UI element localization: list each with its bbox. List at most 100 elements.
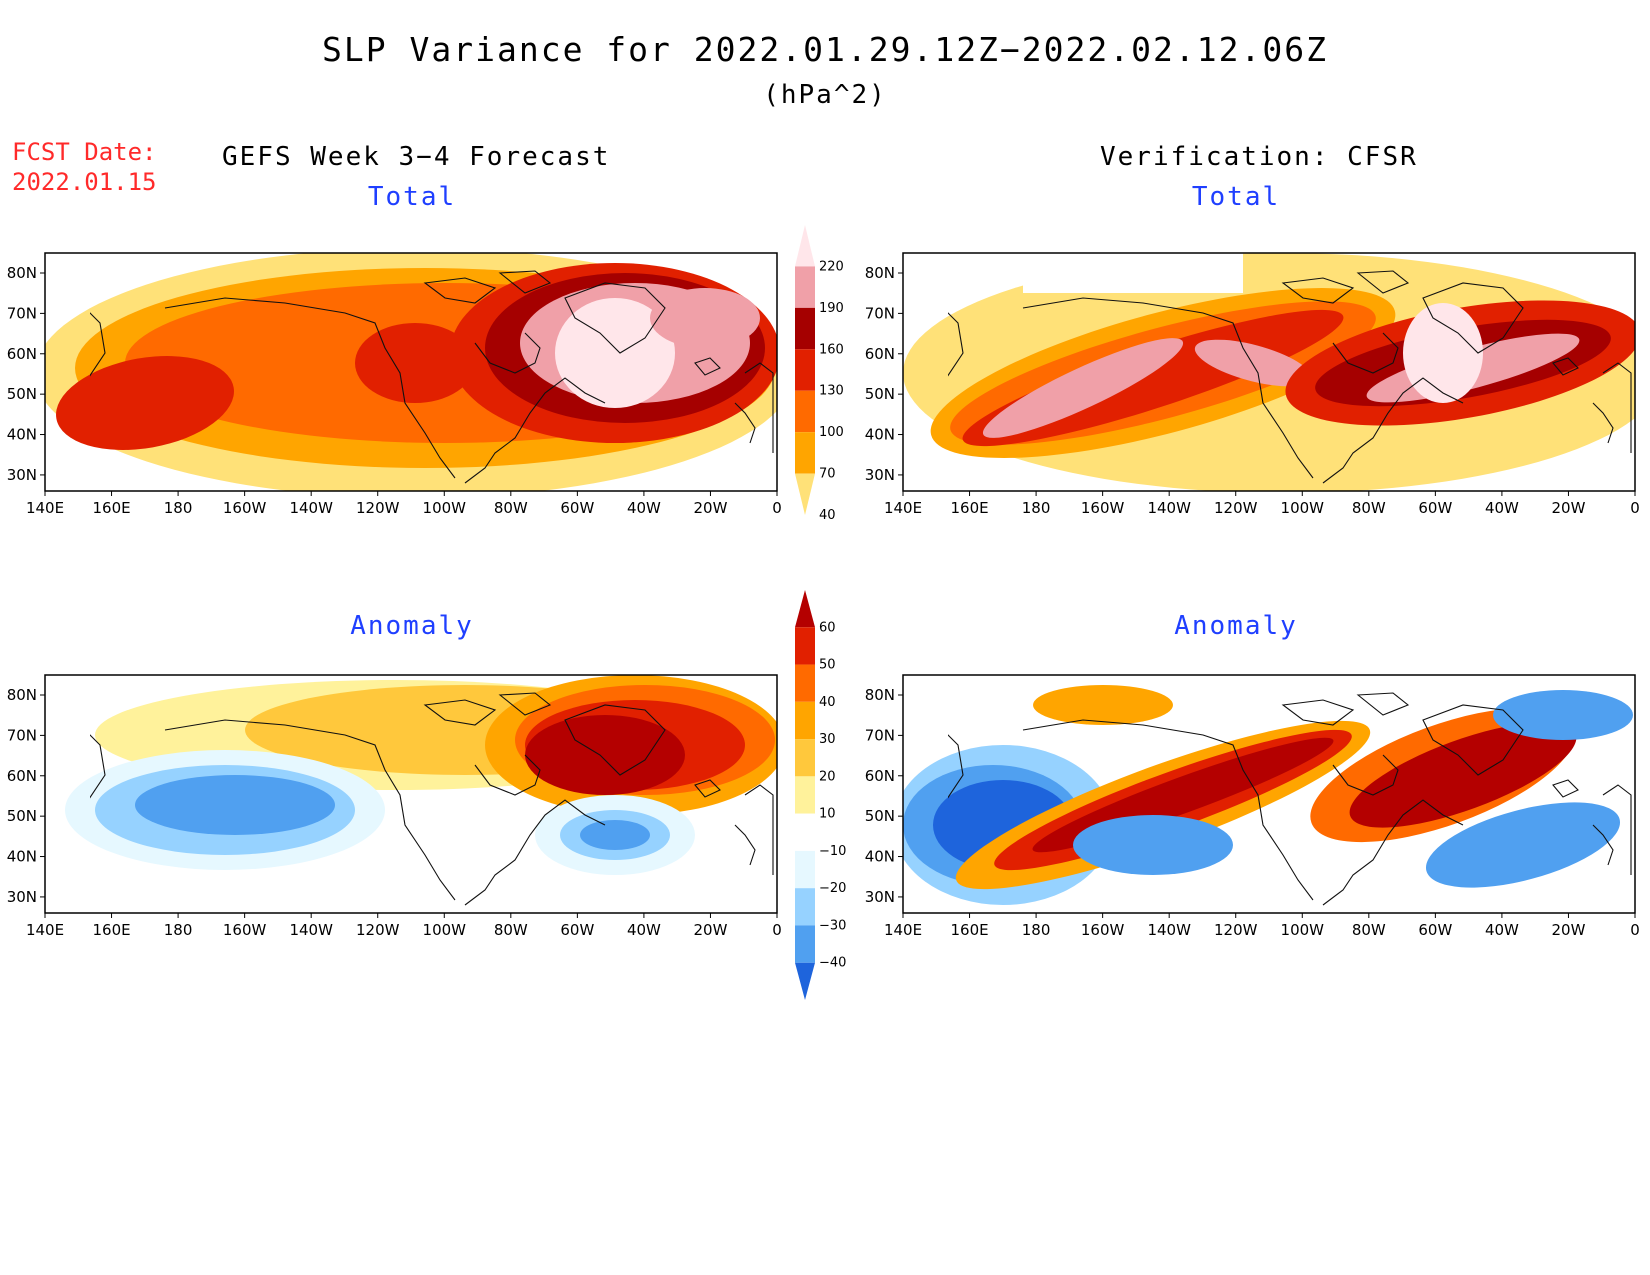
colorbar-label: −30	[819, 918, 846, 933]
map-axes: 140E 160E 180 160W 140W 120W 100W 80W 60W 40W 20W 0…	[865, 686, 1640, 939]
lon-label: 0	[1630, 499, 1640, 517]
left-column-title: GEFS Week 3−4 Forecast	[222, 142, 611, 172]
contour-fill	[355, 323, 475, 403]
contour-fill	[555, 298, 675, 408]
colorbar-label: 20	[819, 769, 836, 784]
lon-label: 140W	[1147, 921, 1191, 939]
coastlines	[90, 692, 774, 906]
colorbar-anomaly: 60 50 40 30 20 10 −10 −20 −30 −40	[795, 590, 846, 1000]
lon-label: 60W	[1418, 499, 1452, 517]
lon-label: 100W	[1281, 921, 1325, 939]
lon-label: 80W	[1352, 499, 1386, 517]
lon-label: 120W	[1214, 499, 1258, 517]
colorbar-total: 220 190 160 130 100 70 40	[795, 225, 844, 523]
lon-label: 120W	[1214, 921, 1258, 939]
lon-label: 160W	[1081, 499, 1125, 517]
lat-label: 50N	[865, 385, 895, 403]
lon-label: 60W	[1418, 921, 1452, 939]
contour-fill	[982, 338, 1184, 438]
contour-fill	[56, 356, 234, 450]
lon-label: 180	[164, 499, 193, 517]
coastline	[1602, 362, 1632, 453]
coastline	[498, 692, 552, 716]
coastline	[1602, 784, 1632, 875]
map-fills	[903, 675, 1635, 913]
lon-label: 140E	[26, 921, 64, 939]
contour-fill	[1493, 690, 1633, 740]
coastline	[734, 402, 756, 444]
map-fills	[903, 253, 1635, 491]
coastlines	[90, 270, 774, 484]
lon-label: 160E	[92, 921, 130, 939]
lon-label: 80W	[494, 921, 528, 939]
subtitle-cfsr-anomaly: Anomaly	[1174, 611, 1298, 641]
colorbar-swatch	[795, 225, 815, 267]
lon-label: 180	[164, 921, 193, 939]
contour-fill	[580, 820, 650, 850]
lat-label: 80N	[865, 686, 895, 704]
colorbar-swatch	[795, 925, 815, 963]
coastline	[164, 297, 456, 479]
map-gefs-total: 140E 160E 180 160W 140W 120W 100W 80W 60W 40W 20W 0…	[7, 252, 782, 517]
colorbar-label: 60	[819, 620, 836, 635]
colorbar-swatch	[795, 590, 815, 628]
lon-label: 140W	[289, 921, 333, 939]
coastline	[90, 312, 106, 377]
colorbar-label: 130	[819, 384, 844, 399]
colorbar-swatch	[795, 266, 815, 308]
coastline	[1332, 332, 1399, 374]
coastline	[1552, 357, 1579, 376]
coastline	[464, 799, 606, 906]
coastline	[474, 332, 541, 374]
coastline	[564, 282, 666, 354]
lon-label: 180	[1022, 499, 1051, 517]
colorbar-swatch	[795, 432, 815, 474]
fcst-date: FCST Date: 2022.01.15	[12, 137, 157, 197]
lon-label: 40W	[1485, 921, 1519, 939]
lat-label: 50N	[865, 807, 895, 825]
map-frame	[902, 674, 1636, 914]
colorbar-swatch	[795, 701, 815, 740]
colorbar-swatch	[795, 962, 815, 1000]
coastline	[564, 704, 666, 776]
lon-label: 0	[772, 499, 782, 517]
subtitle-cfsr-total: Total	[1191, 182, 1281, 212]
subtitle-gefs-total: Total	[367, 182, 457, 212]
colorbar-swatch	[795, 627, 815, 665]
lon-label: 20W	[693, 921, 727, 939]
lat-label: 80N	[865, 264, 895, 282]
coastline	[744, 784, 774, 875]
lon-label: 160W	[223, 921, 267, 939]
coastline	[474, 754, 541, 796]
lon-label: 180	[1022, 921, 1051, 939]
lon-label: 20W	[1551, 921, 1585, 939]
lon-label: 100W	[1281, 499, 1325, 517]
colorbar-label: 30	[819, 732, 836, 747]
coastline	[90, 734, 106, 799]
lat-label: 60N	[865, 767, 895, 785]
lat-label: 80N	[7, 264, 37, 282]
lon-label: 80W	[1352, 921, 1386, 939]
right-column-title: Verification: CFSR	[1100, 142, 1418, 172]
subtitle-gefs-anomaly: Anomaly	[350, 611, 474, 641]
lon-label: 140W	[1147, 499, 1191, 517]
coastline	[498, 270, 552, 294]
coastline	[1322, 377, 1464, 484]
main-title: SLP Variance for 2022.01.29.12Z−2022.02.…	[322, 30, 1328, 69]
lat-label: 80N	[7, 686, 37, 704]
coastline	[1592, 824, 1614, 866]
coastline	[423, 277, 497, 304]
lon-label: 140E	[26, 499, 64, 517]
map-axes: 140E 160E 180 160W 140W 120W 100W 80W 60W 40W 20W 0…	[7, 686, 782, 939]
lat-label: 70N	[865, 304, 895, 322]
colorbar-label: 190	[819, 301, 844, 316]
lat-label: 40N	[7, 848, 37, 866]
coastlines	[948, 692, 1632, 906]
coastline	[948, 734, 964, 799]
lon-label: 80W	[494, 499, 528, 517]
lat-label: 70N	[7, 304, 37, 322]
contour-fill	[1073, 815, 1233, 875]
lat-label: 60N	[865, 345, 895, 363]
lat-label: 70N	[865, 726, 895, 744]
map-frame	[44, 252, 778, 492]
